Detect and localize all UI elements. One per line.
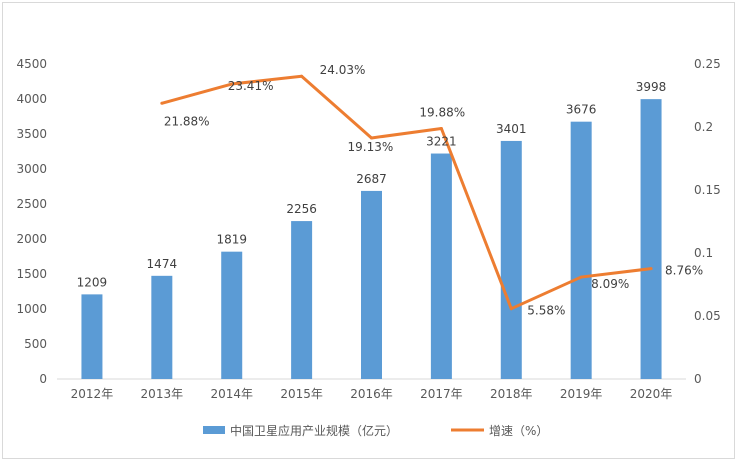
legend: 中国卫星应用产业规模（亿元） 增速（%） (203, 423, 548, 438)
y-right-tick-label: 0.25 (694, 57, 721, 71)
x-tick-label: 2015年 (280, 387, 323, 401)
line-value-label: 24.03% (320, 63, 366, 77)
y-right-tick-label: 0.2 (694, 120, 713, 134)
bar (430, 153, 452, 379)
line-point (230, 82, 234, 86)
line-value-label: 19.13% (348, 140, 394, 154)
bar (291, 221, 313, 379)
bar-value-label: 2256 (286, 202, 317, 216)
line-point (509, 307, 513, 311)
y-right-tick-label: 0.15 (694, 183, 721, 197)
line-point (579, 275, 583, 279)
y-left-tick-label: 1000 (16, 302, 47, 316)
x-tick-label: 2013年 (141, 387, 184, 401)
line-point (649, 267, 653, 271)
x-tick-label: 2017年 (420, 387, 463, 401)
x-tick-label: 2014年 (210, 387, 253, 401)
bar (570, 121, 592, 380)
y-right-tick-label: 0.05 (694, 309, 721, 323)
y-left-tick-label: 2000 (16, 232, 47, 246)
y-left-tick-label: 4000 (16, 92, 47, 106)
x-tick-label: 2016年 (350, 387, 393, 401)
y-left-tick-label: 2500 (16, 197, 47, 211)
y-right-tick-label: 0 (694, 372, 702, 386)
legend-swatch-bar (203, 426, 225, 434)
line-value-label: 23.41% (228, 79, 274, 93)
y-left-tick-label: 1500 (16, 267, 47, 281)
x-tick-label: 2012年 (71, 387, 114, 401)
bar (500, 140, 522, 379)
y-left-tick-label: 0 (39, 372, 47, 386)
bar (81, 294, 103, 379)
x-tick-label: 2018年 (490, 387, 533, 401)
line-value-label: 19.88% (419, 106, 465, 120)
bar-value-label: 3998 (636, 80, 667, 94)
y-left-tick-label: 4500 (16, 57, 47, 71)
x-tick-label: 2020年 (630, 387, 673, 401)
line-point (370, 136, 373, 140)
data-labels: 1209 1474 1819 2256 2687 3221 3401 3676 3998 21.8… (77, 63, 704, 317)
bar (640, 99, 662, 379)
bar-series (81, 99, 662, 380)
bar-value-label: 3676 (566, 103, 597, 117)
line-value-label: 21.88% (164, 114, 210, 128)
bar (151, 275, 173, 379)
line-point (300, 74, 304, 78)
growth-line (161, 74, 652, 311)
bar (221, 251, 243, 379)
bar-value-label: 1474 (147, 257, 178, 271)
line-point (160, 101, 164, 105)
bar-value-label: 3401 (496, 122, 527, 136)
bar-value-label: 2687 (356, 172, 387, 186)
y-left-tick-label: 3000 (16, 162, 47, 176)
line-series (160, 74, 653, 311)
bar (361, 190, 382, 379)
y-left-tick-label: 3500 (16, 127, 47, 141)
bar-value-label: 1209 (77, 275, 108, 289)
bar-value-label: 3221 (426, 135, 457, 149)
x-tick-label: 2019年 (560, 387, 603, 401)
line-value-label: 5.58% (527, 304, 565, 318)
y-left-tick-label: 500 (24, 337, 47, 351)
legend-label-bar: 中国卫星应用产业规模（亿元） (230, 423, 398, 438)
line-value-label: 8.76% (665, 264, 703, 278)
y-right-tick-label: 0.1 (694, 246, 713, 260)
bar-value-label: 1819 (216, 233, 247, 247)
line-point (439, 127, 443, 131)
legend-label-line: 增速（%） (489, 424, 548, 438)
line-value-label: 8.09% (591, 277, 629, 291)
